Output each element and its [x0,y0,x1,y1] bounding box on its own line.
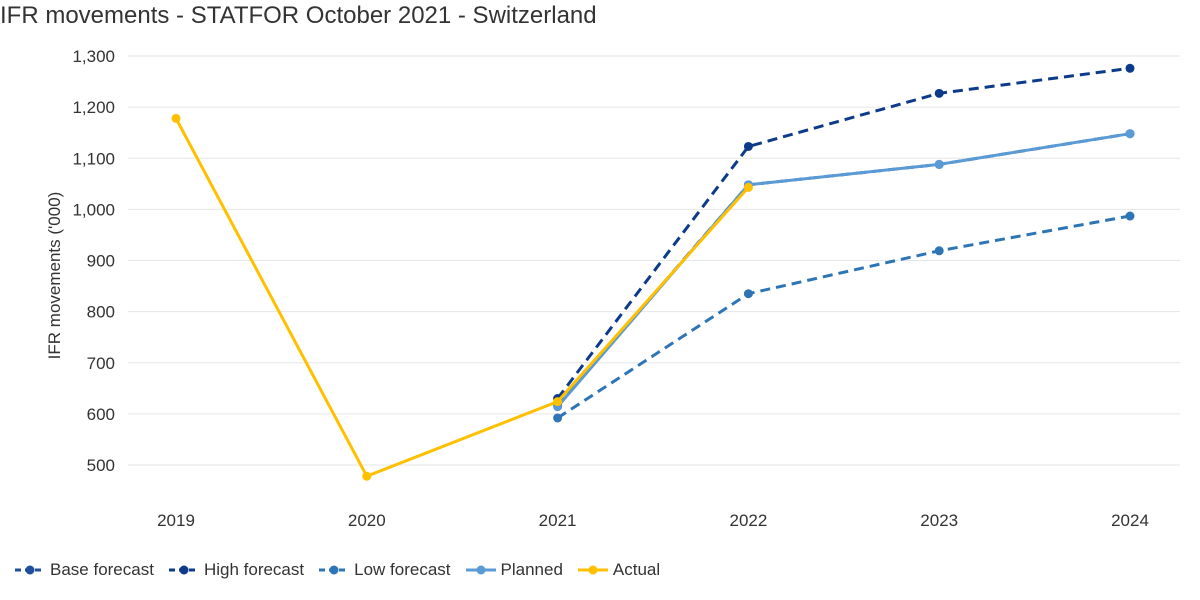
y-tick-label: 1,300 [72,47,115,66]
chart-title: IFR movements - STATFOR October 2021 - S… [0,2,597,29]
data-point-actual [171,113,181,123]
legend-label: Base forecast [50,560,154,579]
x-tick-label: 2021 [539,511,577,530]
y-tick-label: 900 [87,252,115,271]
legend-swatch [319,565,350,575]
data-point-planned [934,159,944,169]
y-tick-label: 500 [87,456,115,475]
legend-label: High forecast [203,560,305,579]
data-point-low-forecast [1125,211,1135,221]
y-axis-label: IFR movements ('000) [45,192,64,360]
legend-item-high-forecast: High forecast [168,560,304,580]
x-tick-label: 2022 [729,511,767,530]
x-tick-label: 2023 [920,511,958,530]
data-point-actual [743,182,753,192]
y-tick-label: 600 [87,405,115,424]
legend-swatch [465,565,496,575]
legend-label: Low forecast [354,560,451,579]
legend-swatch [15,565,45,575]
series-line-high-forecast [556,66,1131,400]
legend-label: Planned [500,560,563,579]
data-point-high-forecast [1125,63,1135,73]
y-tick-label: 1,200 [72,98,115,117]
y-tick-label: 800 [87,303,115,322]
y-tick-label: 1,000 [72,200,115,219]
data-point-planned [1125,129,1135,139]
legend-item-base-forecast: Base forecast [14,560,154,580]
data-point-low-forecast [743,289,753,299]
x-tick-label: 2020 [348,511,386,530]
data-point-actual [362,471,372,481]
legend-item-actual: Actual [577,560,660,580]
legend-item-low-forecast: Low forecast [318,560,451,580]
data-point-actual [553,397,563,407]
x-tick-label: 2019 [157,511,195,530]
x-tick-label: 2024 [1111,511,1149,530]
legend-item-planned: Planned [465,560,563,580]
data-point-high-forecast [934,88,944,98]
y-tick-label: 1,100 [72,149,115,168]
legend-swatch [577,565,608,575]
legend-swatch [168,565,199,575]
data-point-high-forecast [743,141,753,151]
data-point-low-forecast [553,413,563,423]
legend-label: Actual [612,560,661,579]
series-line-planned [556,132,1131,408]
y-tick-label: 700 [87,354,115,373]
legend: Base forecast High forecast Low forecast Pl… [14,560,660,580]
series-line-low-forecast [556,214,1131,420]
data-point-low-forecast [934,246,944,256]
series-line-actual [174,117,750,478]
